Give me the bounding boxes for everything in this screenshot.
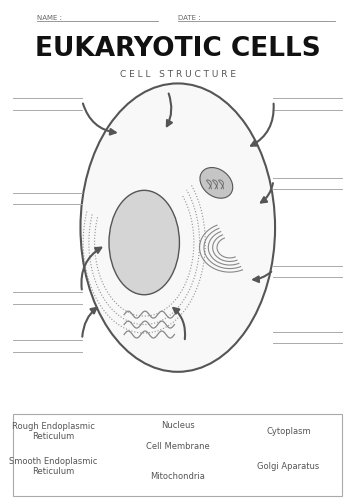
FancyArrowPatch shape [83,104,116,134]
Circle shape [80,84,275,372]
Text: EUKARYOTIC CELLS: EUKARYOTIC CELLS [35,36,321,62]
FancyArrowPatch shape [261,183,273,203]
FancyArrowPatch shape [253,272,271,282]
Text: NAME :: NAME : [37,16,62,22]
Text: Nucleus: Nucleus [161,420,195,430]
FancyArrowPatch shape [251,104,274,146]
FancyBboxPatch shape [13,414,342,496]
FancyArrowPatch shape [173,308,185,339]
Circle shape [109,190,179,295]
Ellipse shape [200,168,233,198]
Text: Cell Membrane: Cell Membrane [146,442,210,451]
Text: DATE :: DATE : [178,16,201,22]
FancyArrowPatch shape [82,308,97,336]
Text: Mitochondria: Mitochondria [150,472,205,480]
Text: Smooth Endoplasmic
Reticulum: Smooth Endoplasmic Reticulum [10,456,98,476]
Text: Golgi Aparatus: Golgi Aparatus [257,462,319,471]
Text: Rough Endoplasmic
Reticulum: Rough Endoplasmic Reticulum [12,422,95,441]
Text: C E L L   S T R U C T U R E: C E L L S T R U C T U R E [120,70,236,80]
Text: Cytoplasm: Cytoplasm [266,427,311,436]
FancyArrowPatch shape [167,94,172,126]
FancyArrowPatch shape [82,248,101,290]
